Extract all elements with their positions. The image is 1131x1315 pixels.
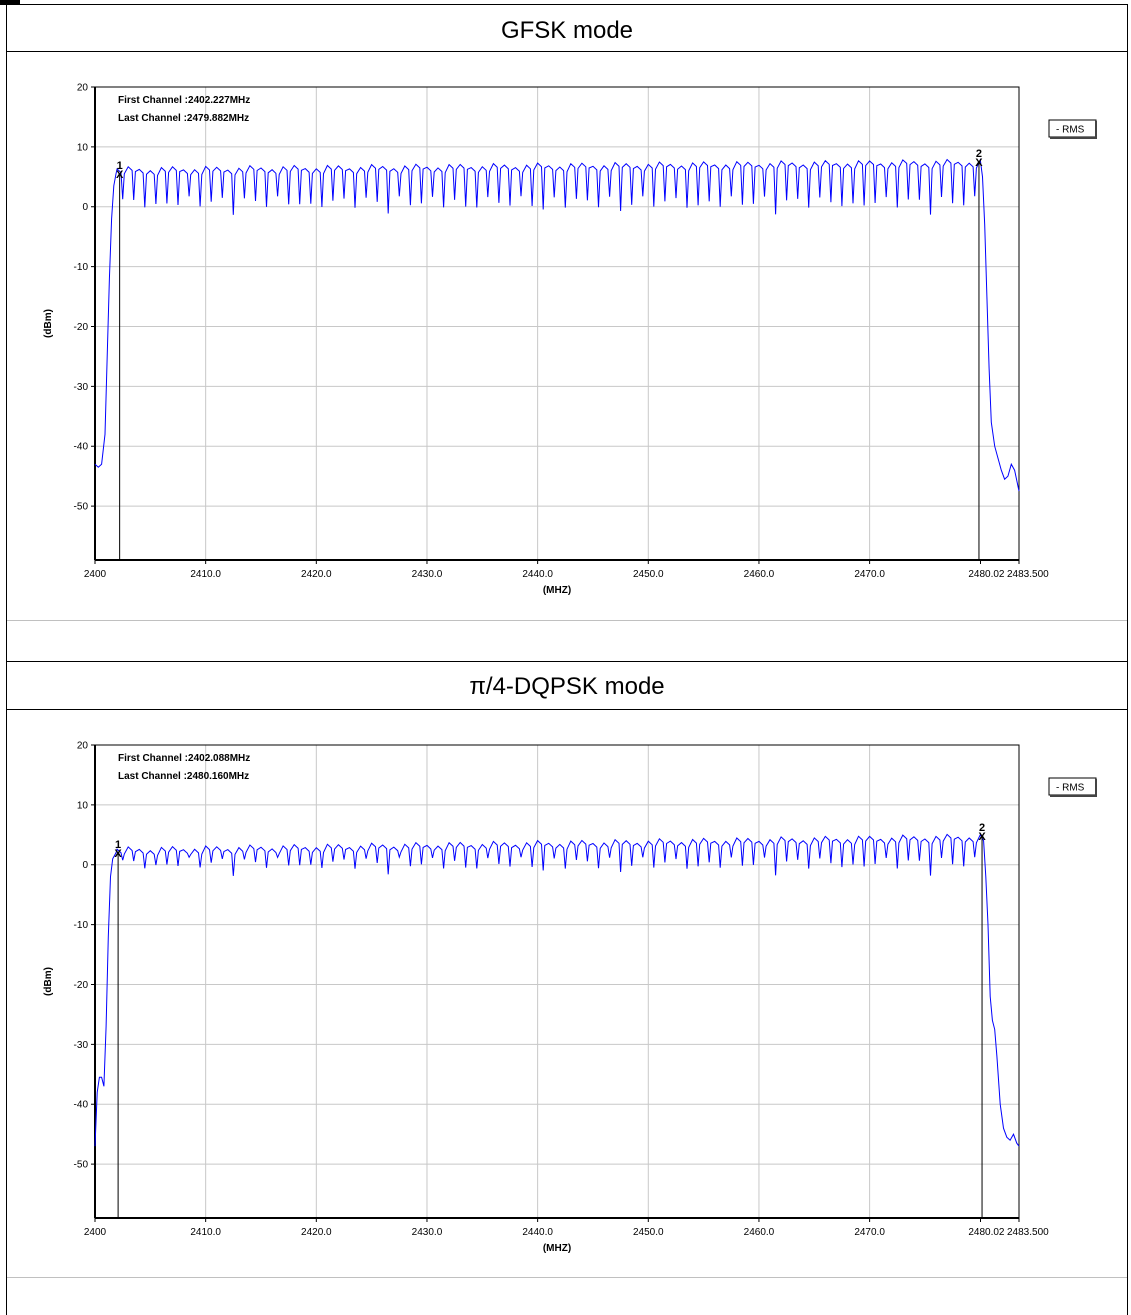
x-tick-label: 2483.500 bbox=[1007, 569, 1049, 580]
title-divider-gfsk bbox=[7, 51, 1127, 52]
x-tick-label: 2483.500 bbox=[1007, 1227, 1049, 1238]
marker-x: X bbox=[114, 848, 122, 860]
x-tick-label: 2400 bbox=[84, 1227, 107, 1238]
row-divider-dqpsk bbox=[7, 1277, 1127, 1278]
marker-label: 1 bbox=[115, 839, 121, 851]
y-tick-label: -50 bbox=[74, 502, 89, 513]
marker-x: X bbox=[978, 831, 986, 843]
x-tick-label: 2430.0 bbox=[412, 1227, 443, 1238]
legend: - RMS bbox=[1048, 119, 1097, 139]
y-tick-label: -10 bbox=[74, 262, 89, 273]
plot-area bbox=[95, 87, 1019, 560]
legend-entry: - RMS bbox=[1056, 783, 1085, 794]
plot-area bbox=[95, 745, 1019, 1218]
x-tick-label: 2430.0 bbox=[412, 569, 443, 580]
y-tick-label: 10 bbox=[77, 800, 89, 811]
marker-x: X bbox=[116, 169, 124, 181]
channel-annotation: First Channel :2402.227MHz bbox=[118, 95, 250, 106]
x-tick-label: 2460.0 bbox=[744, 569, 775, 580]
y-tick-label: -30 bbox=[74, 1040, 89, 1051]
marker-label: 2 bbox=[979, 822, 985, 834]
y-axis-label: (dBm) bbox=[43, 309, 54, 338]
x-tick-label: 2420.0 bbox=[301, 1227, 332, 1238]
y-tick-label: 20 bbox=[77, 741, 89, 752]
x-tick-label: 2440.0 bbox=[522, 1227, 553, 1238]
title-divider-dqpsk bbox=[7, 709, 1127, 710]
channel-annotation: Last Channel :2479.882MHz bbox=[118, 113, 249, 124]
x-tick-label: 2410.0 bbox=[190, 569, 221, 580]
marker-2: X2 bbox=[975, 148, 983, 560]
marker-2: X2 bbox=[978, 822, 986, 1218]
x-tick-label: 2460.0 bbox=[744, 1227, 775, 1238]
corner-mark bbox=[0, 0, 20, 5]
y-tick-label: -40 bbox=[74, 1100, 89, 1111]
x-tick-label: 2440.0 bbox=[522, 569, 553, 580]
chart-gfsk: 20 10 0 -10 -20 -30 -40 -50 2400 2410.0 2420.0 2430… bbox=[43, 83, 1097, 596]
section-title-gfsk: GFSK mode bbox=[500, 17, 634, 44]
x-tick-label: 2470.0 bbox=[854, 569, 885, 580]
x-axis-label: (MHZ) bbox=[543, 1243, 571, 1254]
marker-1: X1 bbox=[116, 160, 124, 560]
x-tick-label: 2400 bbox=[84, 569, 107, 580]
legend-entry: - RMS bbox=[1056, 125, 1085, 136]
x-tick-label: 2410.0 bbox=[190, 1227, 221, 1238]
x-axis-label: (MHZ) bbox=[543, 585, 571, 596]
x-tick-label: 2480.02 bbox=[968, 569, 1005, 580]
y-tick-label: -10 bbox=[74, 920, 89, 931]
y-axis-label: (dBm) bbox=[43, 967, 54, 996]
y-tick-label: -40 bbox=[74, 442, 89, 453]
y-tick-label: -20 bbox=[74, 322, 89, 333]
x-tick-label: 2480.02 bbox=[968, 1227, 1005, 1238]
section-divider bbox=[7, 661, 1127, 662]
section-title-dqpsk: π/4-DQPSK mode bbox=[469, 673, 665, 700]
chart-dqpsk: 20 10 0 -10 -20 -30 -40 -50 2400 2410.0 2420.0 2430… bbox=[43, 741, 1097, 1254]
x-tick-label: 2420.0 bbox=[301, 569, 332, 580]
y-tick-label: 0 bbox=[82, 202, 88, 213]
y-tick-label: -20 bbox=[74, 980, 89, 991]
x-tick-label: 2470.0 bbox=[854, 1227, 885, 1238]
rms-trace bbox=[94, 833, 1020, 1147]
marker-1: X1 bbox=[114, 839, 122, 1218]
rms-trace bbox=[94, 158, 1020, 492]
channel-annotation: First Channel :2402.088MHz bbox=[118, 753, 250, 764]
marker-label: 2 bbox=[976, 148, 982, 160]
marker-label: 1 bbox=[117, 160, 123, 172]
legend: - RMS bbox=[1048, 777, 1097, 797]
y-tick-label: -50 bbox=[74, 1160, 89, 1171]
x-tick-label: 2450.0 bbox=[633, 1227, 664, 1238]
x-tick-label: 2450.0 bbox=[633, 569, 664, 580]
channel-annotation: Last Channel :2480.160MHz bbox=[118, 771, 249, 782]
marker-x: X bbox=[975, 157, 983, 169]
y-tick-label: -30 bbox=[74, 382, 89, 393]
report-table: GFSK mode 20 10 0 -10 -20 -30 -40 -50 2400 2410.0… bbox=[6, 4, 1128, 1315]
y-tick-label: 0 bbox=[82, 860, 88, 871]
row-divider-gfsk bbox=[7, 620, 1127, 621]
y-tick-label: 20 bbox=[77, 83, 89, 94]
y-tick-label: 10 bbox=[77, 142, 89, 153]
